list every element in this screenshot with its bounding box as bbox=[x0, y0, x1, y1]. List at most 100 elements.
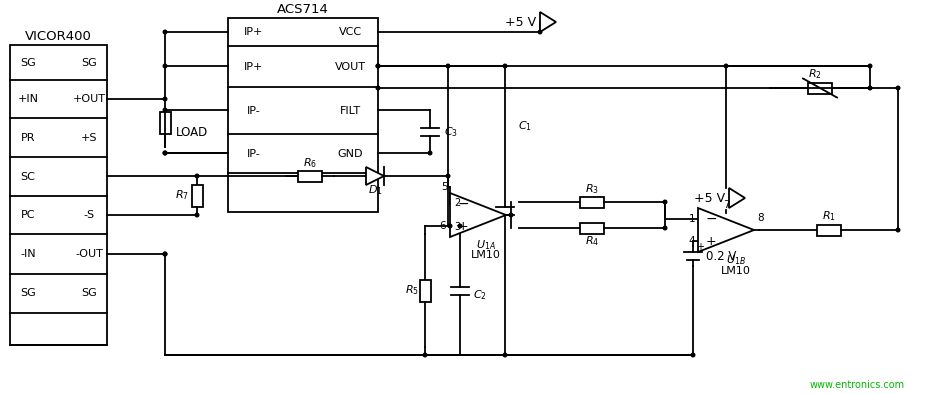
Circle shape bbox=[690, 353, 695, 357]
Polygon shape bbox=[729, 188, 745, 208]
Text: 3: 3 bbox=[454, 222, 461, 232]
Text: 8: 8 bbox=[757, 213, 764, 223]
Text: $R_5$: $R_5$ bbox=[405, 284, 419, 297]
Text: 4: 4 bbox=[688, 236, 695, 246]
Text: VICOR400: VICOR400 bbox=[25, 30, 92, 43]
Bar bbox=[298, 171, 322, 182]
Bar bbox=[580, 223, 604, 234]
Circle shape bbox=[162, 151, 168, 156]
Circle shape bbox=[375, 85, 381, 91]
Text: -OUT: -OUT bbox=[75, 249, 103, 259]
Text: $U_{1B}$: $U_{1B}$ bbox=[726, 253, 746, 267]
Text: -IN: -IN bbox=[21, 249, 36, 259]
Text: -S: -S bbox=[83, 210, 95, 220]
Circle shape bbox=[447, 223, 452, 229]
Text: +: + bbox=[696, 242, 704, 252]
Text: 1: 1 bbox=[688, 214, 695, 224]
Text: +S: +S bbox=[81, 132, 98, 143]
Text: +: + bbox=[458, 219, 469, 232]
Circle shape bbox=[194, 173, 200, 178]
Text: +OUT: +OUT bbox=[72, 94, 105, 104]
Text: GND: GND bbox=[338, 149, 363, 158]
Text: $R_2$: $R_2$ bbox=[808, 67, 822, 81]
Text: 2: 2 bbox=[454, 198, 461, 208]
Text: SG: SG bbox=[20, 288, 36, 299]
Circle shape bbox=[162, 151, 168, 156]
Text: FILT: FILT bbox=[340, 106, 360, 115]
Circle shape bbox=[162, 97, 168, 102]
Circle shape bbox=[723, 63, 729, 69]
Text: LOAD: LOAD bbox=[175, 126, 208, 139]
Bar bbox=[228, 18, 378, 212]
Text: PR: PR bbox=[21, 132, 36, 143]
Text: www.entronics.com: www.entronics.com bbox=[810, 380, 905, 390]
Circle shape bbox=[503, 353, 507, 357]
Text: $R_1$: $R_1$ bbox=[822, 209, 836, 223]
Circle shape bbox=[868, 85, 872, 91]
Text: $C_1$: $C_1$ bbox=[518, 119, 532, 133]
Circle shape bbox=[503, 63, 507, 69]
Bar bbox=[191, 184, 203, 206]
Polygon shape bbox=[698, 208, 754, 252]
Text: +: + bbox=[706, 234, 717, 247]
Text: $C_3$: $C_3$ bbox=[444, 125, 458, 139]
Text: IP+: IP+ bbox=[244, 61, 264, 71]
Text: $R_3$: $R_3$ bbox=[585, 182, 599, 196]
Text: SG: SG bbox=[81, 58, 97, 67]
Text: 5: 5 bbox=[442, 182, 448, 192]
Text: IP-: IP- bbox=[247, 149, 261, 158]
Polygon shape bbox=[366, 167, 384, 185]
Text: $C_2$: $C_2$ bbox=[473, 288, 487, 303]
Circle shape bbox=[162, 30, 168, 35]
Polygon shape bbox=[540, 12, 556, 32]
Circle shape bbox=[162, 108, 168, 113]
Circle shape bbox=[662, 225, 668, 230]
Circle shape bbox=[446, 173, 450, 178]
Bar bbox=[10, 45, 107, 345]
Polygon shape bbox=[450, 193, 506, 237]
Text: $R_6$: $R_6$ bbox=[303, 156, 317, 170]
Circle shape bbox=[446, 63, 450, 69]
Circle shape bbox=[375, 63, 381, 69]
Text: ACS714: ACS714 bbox=[277, 2, 329, 15]
Circle shape bbox=[537, 30, 542, 35]
Circle shape bbox=[194, 212, 200, 217]
Text: IP-: IP- bbox=[247, 106, 261, 115]
Bar bbox=[808, 82, 832, 93]
Circle shape bbox=[896, 227, 900, 232]
Text: PC: PC bbox=[21, 210, 36, 220]
Bar bbox=[580, 197, 604, 208]
Text: 7: 7 bbox=[722, 200, 730, 210]
Text: 6: 6 bbox=[439, 221, 446, 231]
Bar bbox=[816, 225, 840, 236]
Text: LM10: LM10 bbox=[471, 250, 501, 260]
Text: +5 V: +5 V bbox=[694, 191, 725, 204]
Text: SG: SG bbox=[81, 288, 97, 299]
Bar bbox=[159, 112, 171, 134]
Text: VOUT: VOUT bbox=[335, 61, 366, 71]
Bar bbox=[419, 279, 431, 301]
Circle shape bbox=[896, 85, 900, 91]
Circle shape bbox=[458, 223, 462, 229]
Circle shape bbox=[162, 251, 168, 256]
Circle shape bbox=[428, 151, 432, 156]
Text: LM10: LM10 bbox=[721, 266, 751, 276]
Circle shape bbox=[162, 63, 168, 69]
Text: IP+: IP+ bbox=[244, 27, 264, 37]
Text: SG: SG bbox=[20, 58, 36, 67]
Text: SC: SC bbox=[21, 171, 36, 182]
Text: +5 V: +5 V bbox=[505, 15, 536, 28]
Circle shape bbox=[868, 63, 872, 69]
Circle shape bbox=[662, 199, 668, 204]
Text: 0.2 V: 0.2 V bbox=[706, 249, 736, 262]
Circle shape bbox=[422, 353, 428, 357]
Text: −: − bbox=[458, 197, 470, 211]
Circle shape bbox=[508, 212, 513, 217]
Text: −: − bbox=[706, 212, 718, 226]
Text: +IN: +IN bbox=[18, 94, 38, 104]
Text: $D_1$: $D_1$ bbox=[368, 183, 383, 197]
Text: $R_4$: $R_4$ bbox=[585, 234, 599, 248]
Circle shape bbox=[162, 251, 168, 256]
Text: VCC: VCC bbox=[339, 27, 361, 37]
Text: $U_{1A}$: $U_{1A}$ bbox=[477, 238, 496, 252]
